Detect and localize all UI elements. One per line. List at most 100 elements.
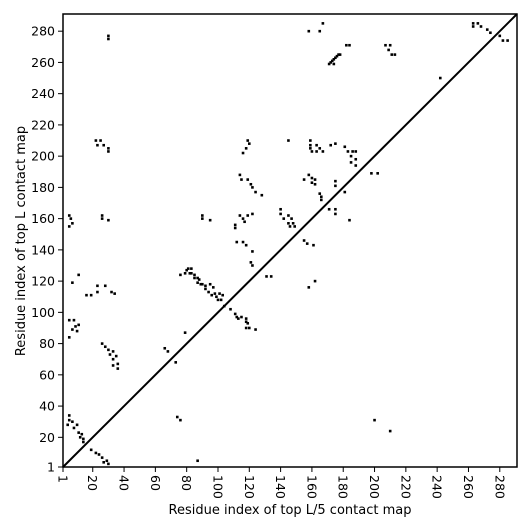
contact-point	[246, 321, 250, 325]
contact-point	[287, 214, 290, 217]
contact-point	[94, 451, 98, 455]
x-tick-label: 160	[304, 475, 319, 499]
contact-point	[201, 214, 204, 217]
contact-point	[327, 62, 331, 66]
y-tick-label: 260	[31, 55, 55, 70]
contact-point	[287, 139, 290, 142]
contact-point	[269, 275, 273, 278]
contact-point	[229, 307, 232, 311]
contact-point	[290, 217, 293, 220]
contact-point	[485, 28, 489, 31]
contact-point	[330, 59, 334, 63]
contact-point	[388, 429, 392, 433]
contact-point	[233, 312, 237, 316]
contact-point	[211, 286, 215, 289]
x-tick-label: 80	[179, 475, 194, 491]
contact-point	[114, 354, 118, 358]
contact-point	[307, 29, 311, 33]
contact-point	[312, 243, 315, 247]
contact-point	[108, 353, 112, 356]
contact-point	[111, 357, 115, 361]
contact-point	[293, 225, 296, 228]
contact-point	[489, 31, 492, 35]
contact-point	[334, 142, 337, 145]
contact-point	[100, 217, 104, 220]
contact-point	[321, 22, 325, 25]
contact-point	[67, 214, 71, 217]
contact-point	[334, 212, 337, 216]
contact-point	[72, 426, 76, 430]
contact-point	[251, 186, 254, 189]
x-tick-label: 40	[117, 475, 132, 491]
x-tick-label: 280	[492, 475, 507, 499]
contact-point	[332, 58, 336, 61]
contact-point	[204, 284, 207, 288]
contact-point	[370, 172, 373, 175]
contact-point	[96, 290, 99, 294]
contact-point	[208, 218, 212, 222]
contact-point	[116, 362, 120, 366]
contact-point	[179, 418, 182, 422]
contact-point	[235, 315, 239, 319]
contact-point	[201, 217, 204, 220]
x-tick-label: 1	[56, 475, 71, 483]
contact-point	[72, 318, 76, 322]
contact-point	[94, 139, 98, 142]
contact-point	[71, 222, 74, 225]
contact-point	[287, 222, 290, 225]
plot-frame	[62, 13, 518, 468]
contact-point	[373, 418, 376, 422]
contact-point	[315, 150, 318, 153]
data-points	[66, 22, 509, 466]
contact-point	[329, 61, 332, 64]
contact-point	[204, 287, 207, 291]
contact-point	[251, 212, 254, 216]
contact-point	[282, 217, 286, 220]
contact-point	[240, 178, 243, 181]
contact-point	[219, 298, 223, 302]
contact-point	[110, 290, 113, 294]
contact-point	[67, 336, 71, 339]
contact-point	[107, 348, 110, 352]
x-tick-label: 240	[430, 475, 445, 499]
contact-point	[307, 286, 311, 289]
contact-point	[89, 448, 93, 452]
contact-point	[291, 222, 295, 225]
contact-point	[103, 284, 107, 288]
contact-point	[233, 226, 237, 230]
contact-point	[96, 143, 99, 147]
contact-point	[97, 453, 101, 456]
contact-point	[67, 318, 71, 322]
contact-point	[183, 331, 187, 334]
contact-point	[334, 179, 337, 183]
contact-point	[321, 150, 325, 153]
contact-point	[265, 275, 268, 278]
contact-point	[103, 345, 107, 349]
contact-point	[175, 415, 179, 419]
contact-point	[190, 272, 193, 275]
contact-point	[201, 282, 204, 286]
contact-point	[235, 240, 239, 244]
contact-point	[501, 39, 505, 42]
contact-point	[96, 284, 99, 288]
contact-point	[351, 150, 354, 153]
contact-point	[476, 22, 480, 25]
contact-point	[89, 293, 93, 297]
contact-point	[309, 147, 312, 150]
y-tick-label: 60	[39, 367, 55, 382]
contact-point	[66, 423, 69, 427]
contact-point	[163, 346, 167, 350]
y-tick-label: 80	[39, 336, 55, 351]
contact-point	[186, 267, 190, 270]
contact-point	[313, 182, 317, 186]
contact-point	[349, 154, 353, 158]
contact-point	[82, 440, 85, 444]
contact-point	[498, 34, 502, 38]
contact-point	[185, 268, 188, 272]
contact-point	[244, 320, 248, 324]
contact-point	[105, 459, 109, 463]
contact-point	[238, 173, 242, 177]
contact-point	[246, 178, 250, 181]
contact-point	[390, 53, 394, 56]
contact-point	[348, 43, 351, 47]
